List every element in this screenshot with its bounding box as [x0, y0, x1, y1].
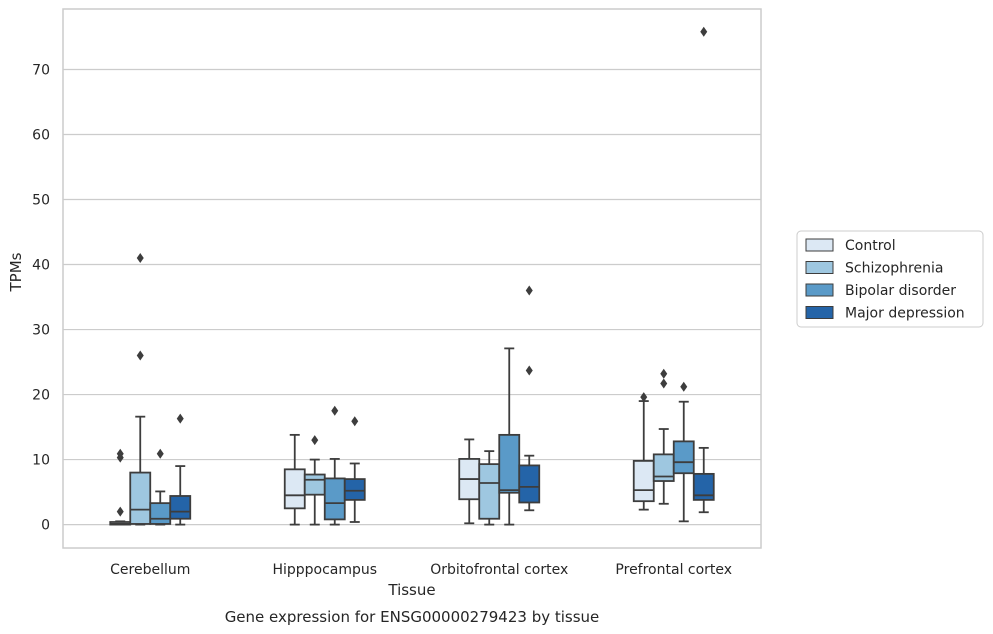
box-iqr [129, 471, 152, 525]
y-tick-label: 60 [32, 127, 50, 143]
outlier-point [311, 435, 319, 446]
x-tick-label: Prefrontal cortex [615, 562, 732, 578]
legend-swatch [805, 283, 834, 297]
box-major-depression [343, 416, 366, 523]
legend: Control Schizophrenia Bipolar disorder Majo… [796, 230, 984, 328]
box-iqr [343, 478, 366, 501]
y-tick-label: 70 [32, 62, 50, 78]
box-iqr [632, 459, 655, 503]
outlier-point [331, 405, 339, 416]
outlier-point [640, 392, 648, 403]
outlier-point [156, 448, 164, 459]
outlier-point [136, 253, 144, 264]
y-axis-label: TPMs [7, 252, 25, 292]
box-major-depression [169, 413, 192, 526]
y-tick-labels: 0 10 20 30 40 50 60 70 [32, 62, 50, 533]
outlier-point [176, 413, 184, 424]
legend-swatch [805, 306, 834, 319]
legend-label: Control [845, 238, 896, 254]
box-iqr [169, 495, 192, 520]
box-bipolar-disorder [498, 347, 521, 526]
outlier-point [700, 26, 708, 37]
box-control [109, 448, 132, 526]
box-bipolar-disorder [149, 448, 172, 526]
box-iqr [149, 502, 172, 525]
legend-frame [796, 230, 984, 328]
y-tick-label: 0 [41, 518, 50, 534]
y-tick-label: 20 [32, 388, 50, 404]
box-control [632, 392, 655, 511]
legend-items: Control Schizophrenia Bipolar disorder Majo… [805, 238, 965, 322]
box-series [109, 26, 715, 526]
box-control [458, 438, 481, 525]
box-major-depression [518, 285, 541, 512]
box-iqr [323, 477, 346, 521]
chart-caption: Gene expression for ENSG00000279423 by t… [225, 608, 600, 626]
outlier-point [660, 378, 668, 389]
box-major-depression [692, 26, 715, 514]
box-iqr [672, 440, 695, 475]
x-tick-labels: Cerebellum Hipppocampus Orbitofrontal cort… [110, 562, 732, 578]
y-tick-label: 30 [32, 323, 50, 339]
legend-label: Major depression [845, 306, 965, 322]
y-tick-label: 50 [32, 193, 50, 209]
outlier-point [525, 285, 533, 296]
outlier-point [116, 506, 124, 517]
x-tick-label: Cerebellum [110, 562, 190, 578]
box-iqr [283, 468, 306, 510]
x-tick-label: Orbitofrontal cortex [430, 562, 568, 578]
x-axis-label: Tissue [387, 581, 435, 599]
legend-swatch [805, 238, 834, 252]
y-tick-label: 40 [32, 258, 50, 274]
box-control [283, 433, 306, 526]
box-iqr [478, 463, 501, 520]
box-iqr [518, 464, 541, 504]
plot-background [63, 9, 761, 548]
y-tick-label: 10 [32, 453, 50, 469]
box-iqr [498, 433, 521, 494]
outlier-point [680, 381, 688, 392]
outlier-point [351, 416, 359, 427]
box-schizophrenia [129, 253, 152, 526]
box-schizophrenia [652, 368, 675, 505]
box-iqr [692, 472, 715, 501]
plot-frame [62, 8, 762, 549]
legend-label: Schizophrenia [845, 261, 943, 277]
outlier-point [660, 368, 668, 379]
outlier-point [525, 365, 533, 376]
x-tick-label: Hipppocampus [272, 562, 377, 578]
box-iqr [303, 473, 326, 496]
box-bipolar-disorder [672, 381, 695, 523]
legend-label: Bipolar disorder [845, 283, 956, 299]
outlier-point [116, 448, 124, 459]
legend-swatch [805, 261, 834, 274]
outlier-point [136, 350, 144, 361]
